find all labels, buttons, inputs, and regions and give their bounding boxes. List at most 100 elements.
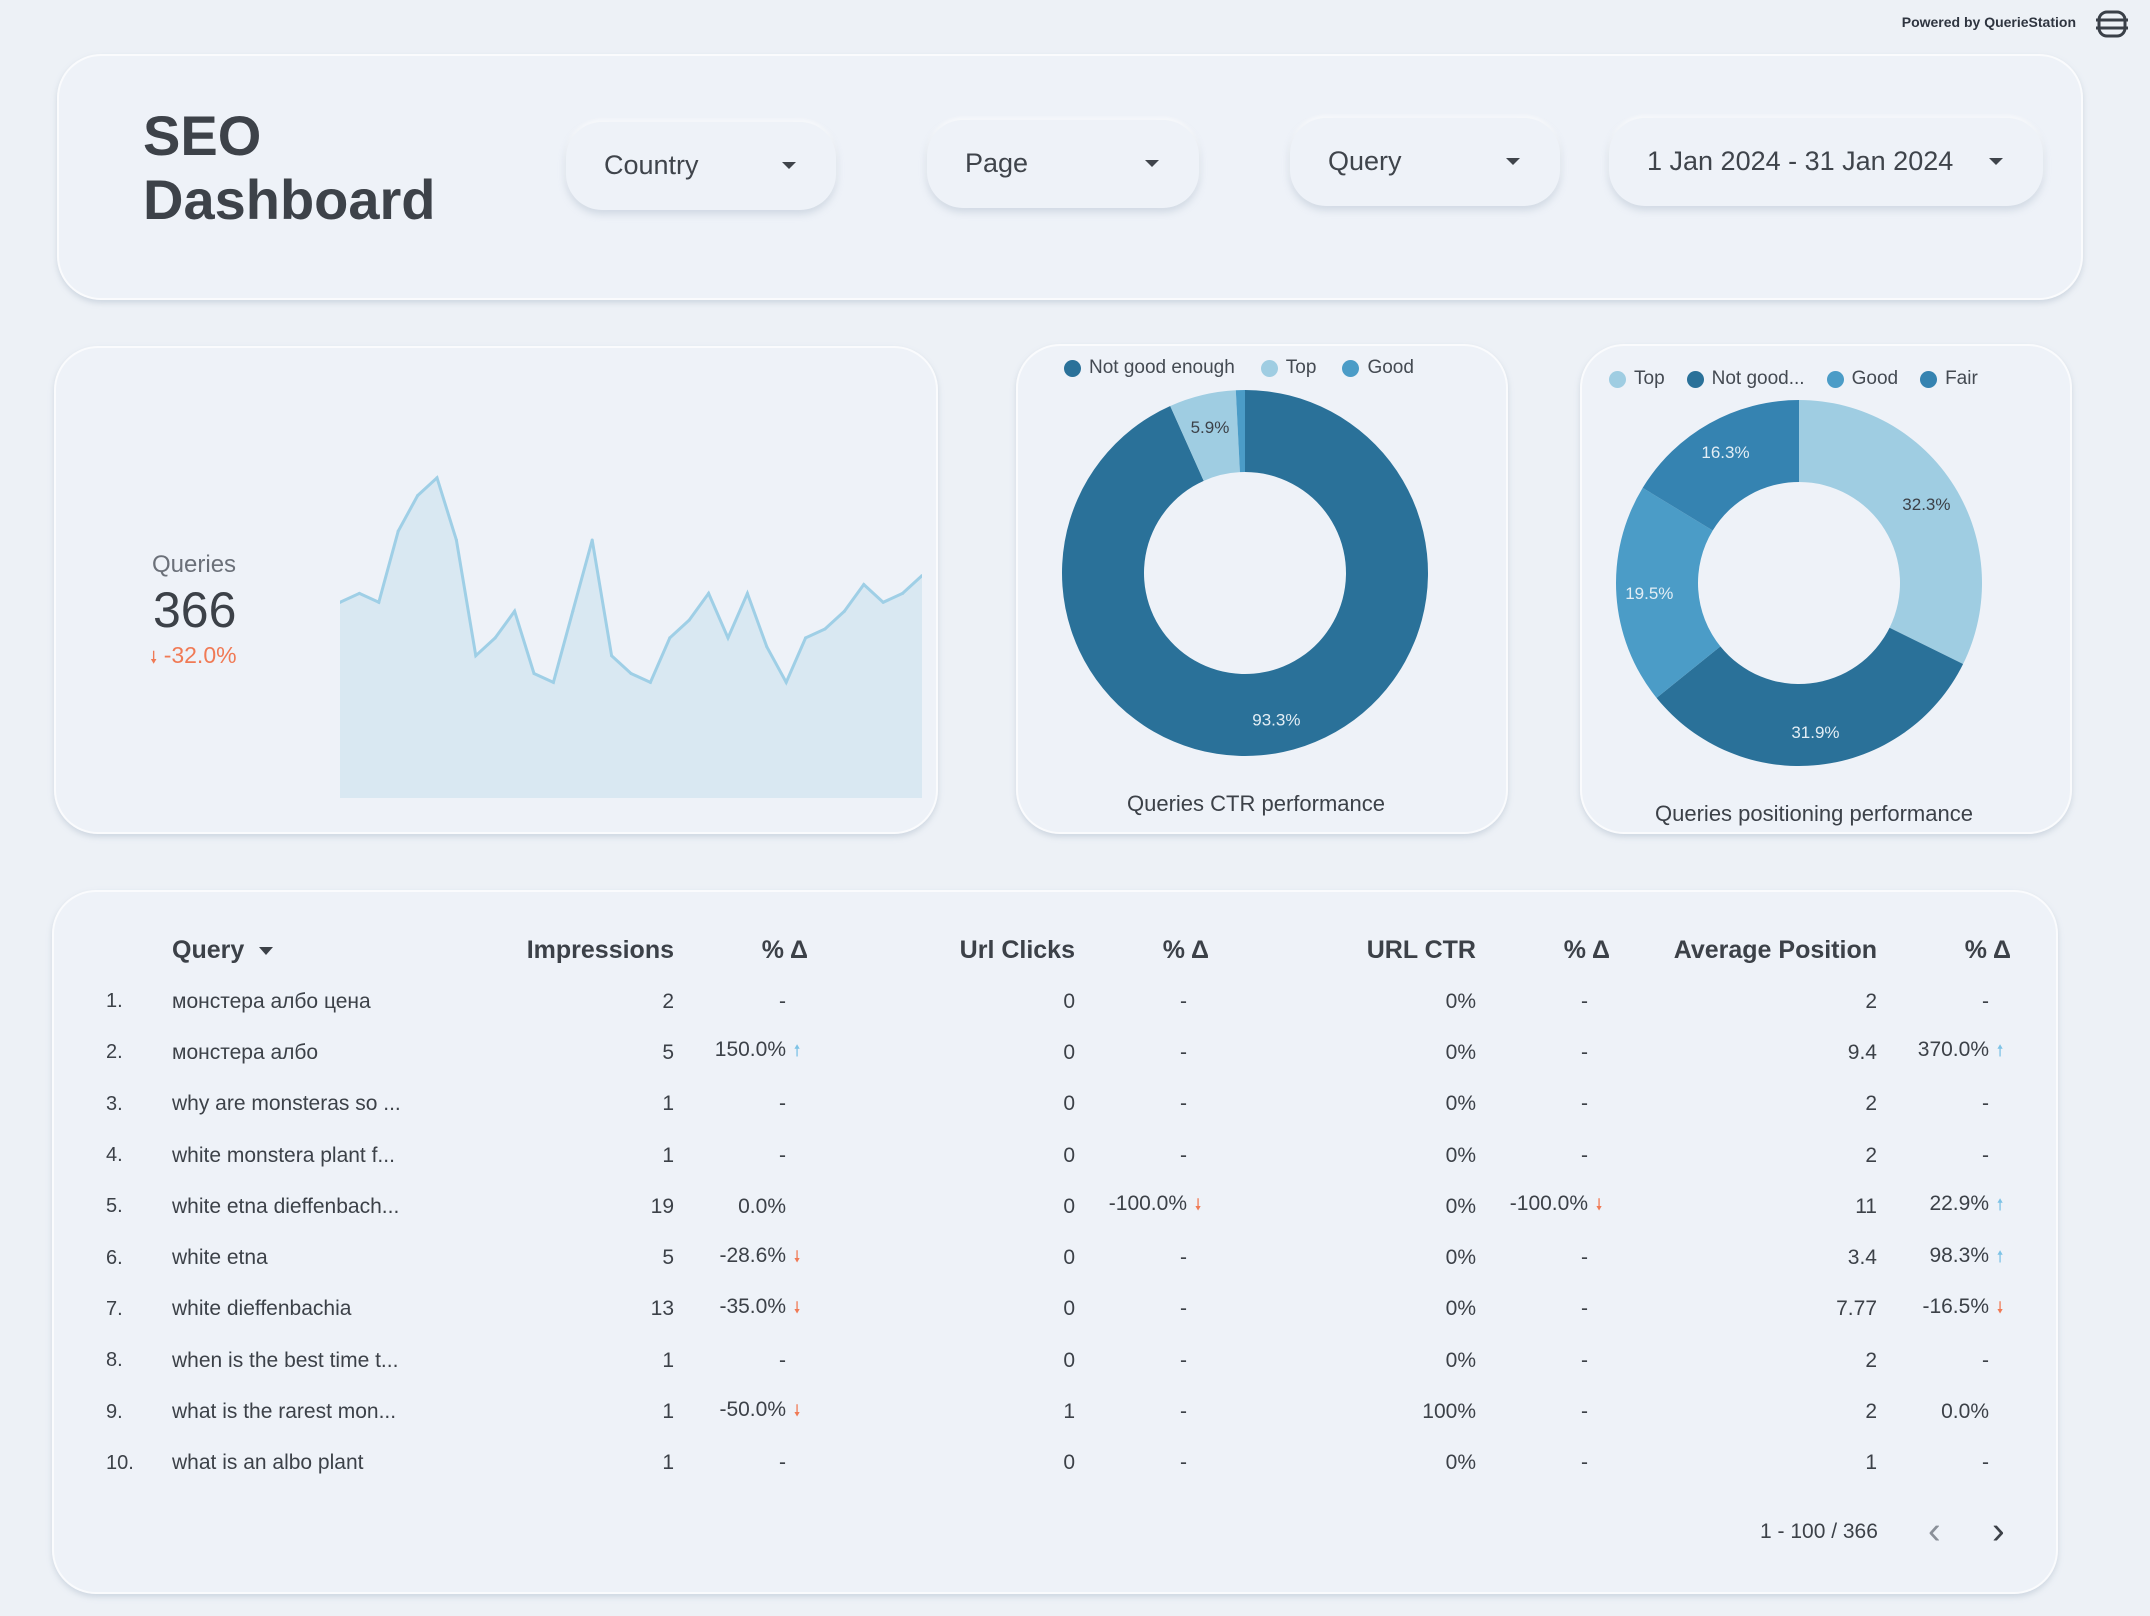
caret-down-icon [1506,158,1520,165]
average-position-cell-value: 3.4 [1847,1246,1877,1270]
data-point [648,680,652,684]
ctr-delta-cell: - [1476,1130,1610,1181]
slice-value-label: 31.9% [1791,723,1839,742]
clicks-delta-cell: - [1075,1386,1209,1437]
ctr-delta-cell-value: - [1581,989,1588,1013]
arrow-up-icon: 🠕 [1996,1043,2004,1061]
impressions-cell-value: 2 [662,989,674,1013]
table-row[interactable]: 9. what is the rarest mon... 1 -50.0% 🠗 1 - 100… [96,1386,2011,1437]
table-row[interactable]: 5. white etna dieffenbach... 19 0.0% 0 -100.0… [96,1181,2011,1232]
impressions-delta-cell: -50.0% 🠗 [674,1386,808,1437]
impressions-delta-cell: - [674,1130,808,1181]
url-ctr-cell-value: 0% [1445,1348,1476,1372]
table-row[interactable]: 6. white etna 5 -28.6% 🠗 0 - 0% - 3.4 98.3% 🠕 [96,1232,2011,1283]
legend-dot [1920,370,1938,388]
data-point [610,654,614,658]
clicks-delta-cell: - [1075,1284,1209,1335]
impressions-delta-cell-value: - [779,989,786,1013]
table-row[interactable]: 10. what is an albo plant 1 - 0 - 0% - 1 - [96,1438,2011,1489]
data-point [784,680,788,684]
row-number: 6. [96,1232,172,1283]
position-delta-cell: - [1877,1438,2011,1489]
column-header-clicks-delta[interactable]: % Δ [1162,935,1209,964]
impressions-cell-value: 13 [650,1297,674,1321]
url-clicks-cell-value: 0 [1063,1348,1075,1372]
column-header-impressions[interactable]: Impressions [526,935,674,964]
slice-good [1616,487,1721,698]
average-position-cell-value: 2 [1865,1348,1877,1372]
table-row[interactable]: 2. монстера албо 5 150.0% 🠕 0 - 0% - 9.4 370.0% 🠕 [96,1027,2011,1078]
data-point [707,591,711,595]
data-point [823,627,827,631]
impressions-cell-value: 1 [662,1143,674,1167]
area-fill [340,477,922,798]
date-range-picker[interactable]: 1 Jan 2024 - 31 Jan 2024 [1609,118,2043,206]
arrow-up-icon: 🠕 [1996,1248,2004,1266]
data-point [474,654,478,658]
data-point [901,591,905,595]
impressions-cell: 1 [502,1438,674,1489]
impressions-delta-cell: -28.6% 🠗 [674,1232,808,1283]
average-position-cell: 3.4 [1610,1232,1877,1283]
column-header-average-position[interactable]: Average Position [1673,935,1877,964]
average-position-cell: 1 [1610,1438,1877,1489]
chevron-right-icon[interactable]: › [1992,1510,2005,1552]
column-header-url-ctr[interactable]: URL CTR [1366,935,1476,964]
impressions-cell-value: 5 [662,1040,674,1064]
position-delta-cell-value: - [1982,1143,1989,1167]
pagination-text: 1 - 100 / 366 [1760,1520,1878,1543]
average-position-cell-value: 2 [1865,1143,1877,1167]
page-filter-dropdown[interactable]: Page [927,120,1199,208]
chevron-left-icon[interactable]: ‹ [1928,1510,1941,1552]
table-row[interactable]: 1. монстера албо цена 2 - 0 - 0% - 2 - [96,976,2011,1027]
row-number-value: 3. [106,1092,123,1115]
position-delta-cell-value: -16.5% [1922,1294,1989,1318]
ctr-delta-cell: - [1476,976,1610,1027]
url-ctr-cell-value: 0% [1445,1092,1476,1116]
url-ctr-cell: 0% [1209,1438,1476,1489]
row-number-value: 5. [106,1195,123,1218]
impressions-delta-cell-value: - [779,1092,786,1116]
impressions-delta-cell: 0.0% [674,1181,808,1232]
average-position-cell: 2 [1610,1130,1877,1181]
ctr-legend: Not good enough Top Good [1064,357,1440,379]
position-delta-cell-value: 0.0% [1941,1400,1989,1424]
clicks-delta-cell-value: - [1180,1246,1187,1270]
column-header-query[interactable]: Query [172,924,502,976]
average-position-cell: 2 [1610,1386,1877,1437]
clicks-delta-cell-value: - [1180,989,1187,1013]
queries-delta: 🠗 -32.0% [150,642,237,674]
table-row[interactable]: 3. why are monsteras so ... 1 - 0 - 0% - 2 - [96,1079,2011,1130]
page-title: SEO Dashboard [143,104,436,232]
url-clicks-cell-value: 0 [1063,1246,1075,1270]
clicks-delta-cell: -100.0% 🠗 [1075,1181,1209,1232]
table-row[interactable]: 7. white dieffenbachia 13 -35.0% 🠗 0-0% -7.77-… [96,1284,2011,1335]
position-delta-cell: - [1877,1130,2011,1181]
url-clicks-cell: 0 [808,1335,1075,1386]
url-clicks-cell-value: 0 [1063,1297,1075,1321]
position-delta-cell-value: 22.9% [1929,1192,1989,1216]
column-header-url-clicks[interactable]: Url Clicks [959,935,1075,964]
impressions-delta-cell-value: -28.6% [719,1243,786,1267]
queries-trend-chart [340,475,922,798]
column-header-position-delta[interactable]: % Δ [1964,935,2011,964]
positioning-chart-caption: Queries positioning performance [1655,801,1973,826]
url-clicks-cell: 0 [808,1181,1075,1232]
arrow-down-icon: 🠗 [1194,1197,1202,1215]
query-filter-dropdown[interactable]: Query [1290,118,1560,206]
table-row[interactable]: 8. when is the best time t... 1 - 0 - 0% - 2 - [96,1335,2011,1386]
legend-label: Good [1367,357,1414,378]
clicks-delta-cell-value: - [1180,1092,1187,1116]
country-filter-dropdown[interactable]: Country [566,122,836,210]
data-point [668,636,672,640]
row-number: 3. [96,1079,172,1130]
column-header-ctr-delta[interactable]: % Δ [1563,935,1610,964]
table-row[interactable]: 4. white monstera plant f... 1 - 0 - 0% - 2 - [96,1130,2011,1181]
legend-item-good: Good [1826,368,1898,390]
ctr-delta-cell-value: - [1581,1092,1588,1116]
row-number-value: 9. [106,1400,123,1423]
data-point [435,476,439,480]
url-clicks-cell: 0 [808,1027,1075,1078]
impressions-cell: 5 [502,1027,674,1078]
column-header-impressions-delta[interactable]: % Δ [761,935,808,964]
